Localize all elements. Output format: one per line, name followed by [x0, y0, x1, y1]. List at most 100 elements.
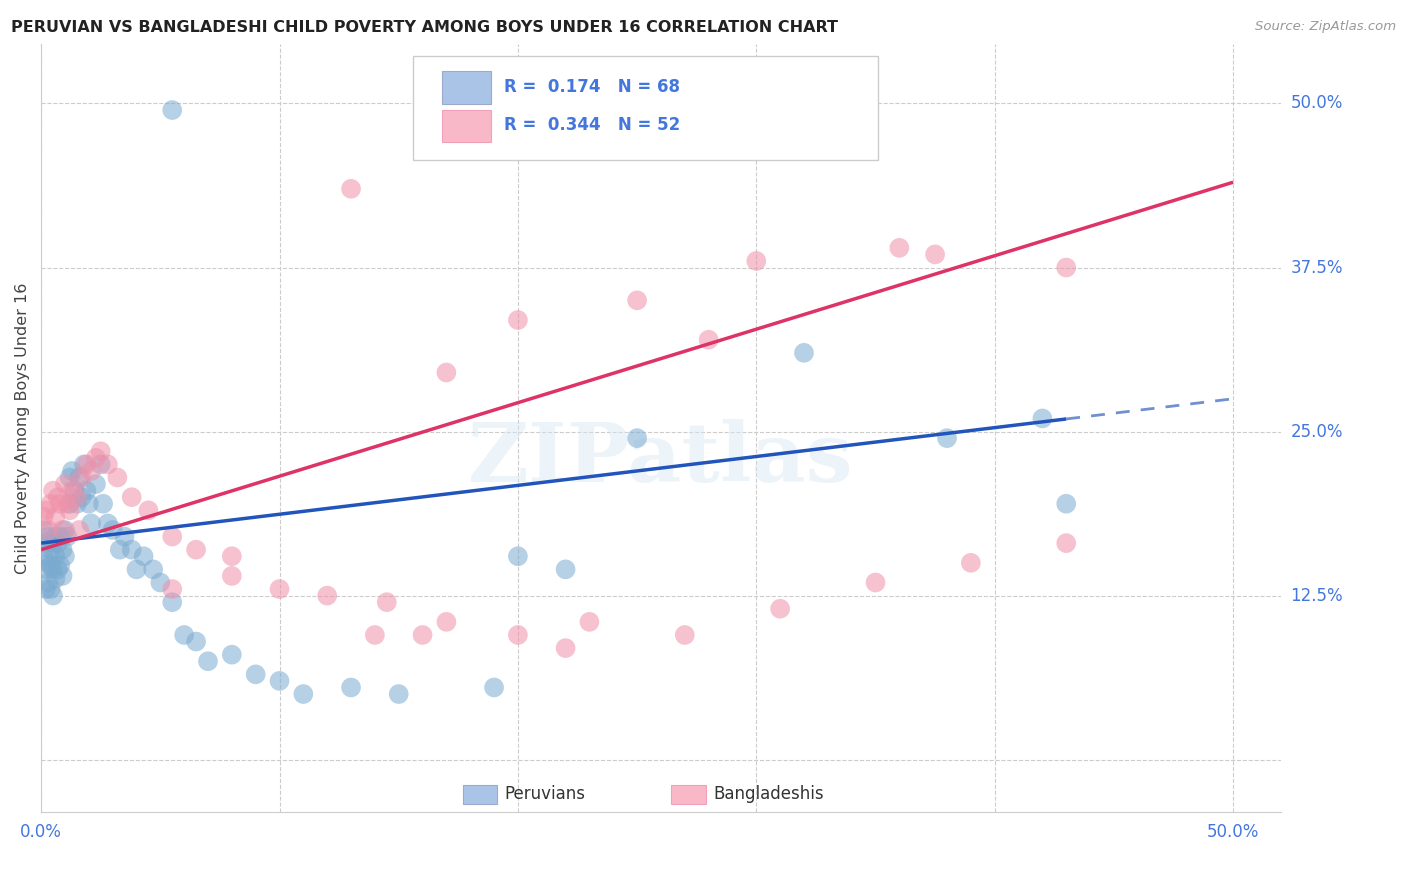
- Point: [114, 530, 136, 544]
- Point: [51, 569, 73, 583]
- Point: [84, 477, 107, 491]
- Point: [745, 254, 768, 268]
- Point: [1054, 536, 1077, 550]
- Point: [160, 530, 183, 544]
- Point: [292, 687, 315, 701]
- Point: [125, 562, 148, 576]
- Point: [44, 509, 66, 524]
- Point: [46, 490, 69, 504]
- Point: [46, 562, 69, 576]
- Point: [73, 458, 96, 472]
- Point: [434, 615, 457, 629]
- Point: [184, 634, 207, 648]
- Point: [66, 497, 89, 511]
- Point: [412, 628, 434, 642]
- Point: [245, 667, 267, 681]
- Point: [59, 503, 82, 517]
- Text: 50.0%: 50.0%: [1291, 95, 1343, 112]
- Point: [66, 490, 89, 504]
- Point: [80, 464, 103, 478]
- Point: [49, 497, 72, 511]
- Point: [197, 654, 219, 668]
- Point: [75, 458, 97, 472]
- Point: [56, 497, 79, 511]
- Point: [32, 523, 55, 537]
- Point: [53, 523, 76, 537]
- Point: [149, 575, 172, 590]
- Point: [39, 582, 62, 596]
- Point: [221, 648, 243, 662]
- Point: [160, 103, 183, 117]
- Point: [60, 483, 83, 498]
- Point: [482, 681, 505, 695]
- Point: [1031, 411, 1053, 425]
- Point: [32, 509, 55, 524]
- Point: [51, 523, 73, 537]
- Point: [42, 562, 65, 576]
- Point: [44, 530, 66, 544]
- Point: [697, 333, 720, 347]
- FancyBboxPatch shape: [441, 71, 491, 103]
- Text: Source: ZipAtlas.com: Source: ZipAtlas.com: [1256, 20, 1396, 33]
- Point: [506, 628, 529, 642]
- Point: [865, 575, 887, 590]
- Point: [221, 569, 243, 583]
- Point: [60, 464, 83, 478]
- Point: [173, 628, 195, 642]
- Point: [53, 477, 76, 491]
- Point: [49, 530, 72, 544]
- Point: [49, 558, 72, 573]
- Point: [388, 687, 411, 701]
- Point: [37, 556, 59, 570]
- Point: [340, 182, 363, 196]
- Point: [91, 497, 114, 511]
- Point: [364, 628, 387, 642]
- Point: [1054, 260, 1077, 275]
- Point: [375, 595, 398, 609]
- Point: [63, 483, 86, 498]
- Text: PERUVIAN VS BANGLADESHI CHILD POVERTY AMONG BOYS UNDER 16 CORRELATION CHART: PERUVIAN VS BANGLADESHI CHILD POVERTY AM…: [11, 20, 838, 35]
- Point: [37, 530, 59, 544]
- FancyBboxPatch shape: [671, 784, 706, 805]
- Point: [42, 483, 65, 498]
- Point: [70, 490, 93, 504]
- Point: [59, 470, 82, 484]
- Point: [37, 575, 59, 590]
- Point: [75, 483, 97, 498]
- Point: [35, 536, 58, 550]
- Point: [769, 601, 792, 615]
- Point: [35, 582, 58, 596]
- Point: [97, 458, 120, 472]
- Point: [316, 589, 339, 603]
- Point: [80, 516, 103, 531]
- Point: [59, 497, 82, 511]
- Point: [121, 542, 143, 557]
- Point: [32, 549, 55, 564]
- Point: [35, 503, 58, 517]
- Point: [39, 542, 62, 557]
- Point: [42, 536, 65, 550]
- Point: [138, 503, 160, 517]
- Point: [554, 641, 576, 656]
- Point: [67, 523, 90, 537]
- Point: [44, 572, 66, 586]
- Point: [39, 558, 62, 573]
- Point: [84, 450, 107, 465]
- Point: [105, 470, 128, 484]
- Point: [340, 681, 363, 695]
- FancyBboxPatch shape: [413, 56, 877, 160]
- Point: [46, 536, 69, 550]
- Point: [160, 582, 183, 596]
- Point: [67, 470, 90, 484]
- Point: [90, 444, 112, 458]
- Point: [39, 497, 62, 511]
- Point: [101, 523, 124, 537]
- Point: [506, 549, 529, 564]
- Point: [56, 530, 79, 544]
- Point: [673, 628, 696, 642]
- Text: Peruvians: Peruvians: [505, 786, 586, 804]
- Text: 0.0%: 0.0%: [20, 822, 62, 840]
- Point: [108, 542, 131, 557]
- Text: Bangladeshis: Bangladeshis: [713, 786, 824, 804]
- Point: [97, 516, 120, 531]
